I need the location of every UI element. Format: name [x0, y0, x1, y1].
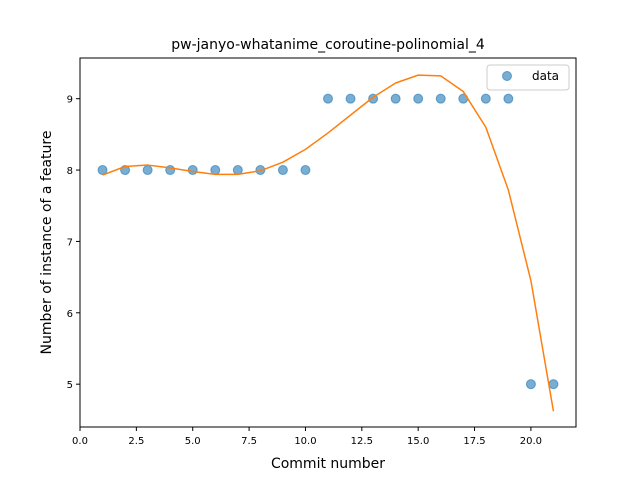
data-point: [345, 93, 356, 104]
data-point: [548, 379, 559, 390]
legend: data: [486, 64, 570, 91]
data-point: [277, 165, 288, 176]
x-tick-label: 0.0: [72, 436, 88, 447]
y-tick-label: 6: [67, 309, 73, 320]
data-point: [480, 93, 491, 104]
x-tick-label: 12.5: [351, 436, 373, 447]
chart-title: pw-janyo-whatanime_coroutine-polinomial_…: [171, 37, 485, 53]
data-point: [435, 93, 446, 104]
y-tick-label: 8: [67, 166, 73, 177]
fit-line: [102, 74, 555, 412]
legend-marker: [502, 71, 512, 81]
data-point: [323, 93, 333, 104]
data-point: [187, 165, 198, 176]
x-tick-label: 7.5: [241, 436, 257, 447]
y-axis-ticks: 5 6 7 8 9: [67, 95, 80, 391]
data-point: [525, 379, 536, 390]
data-point: [142, 165, 153, 176]
x-tick-label: 10.0: [294, 436, 316, 447]
data-point: [390, 93, 401, 104]
data-point: [503, 93, 514, 104]
data-point: [413, 93, 424, 104]
x-axis-ticks: 0.0 2.5 5.0 7.5 10.0 12.5 15.0 17.5 20.0: [72, 427, 542, 447]
fit-line-layer: [102, 74, 555, 412]
x-tick-label: 2.5: [128, 436, 144, 447]
x-tick-label: 5.0: [185, 436, 201, 447]
y-tick-label: 7: [67, 237, 73, 248]
x-tick-label: 20.0: [520, 436, 542, 447]
axes-frame: [79, 57, 577, 428]
x-tick-label: 15.0: [407, 436, 429, 447]
x-tick-label: 17.5: [463, 436, 485, 447]
x-axis-label: Commit number: [271, 456, 385, 472]
y-tick-label: 9: [67, 95, 73, 106]
y-axis-label: Number of instance of a feature: [39, 131, 55, 355]
legend-label-data: data: [532, 69, 559, 83]
data-point: [300, 165, 311, 176]
y-tick-label: 5: [67, 380, 73, 391]
